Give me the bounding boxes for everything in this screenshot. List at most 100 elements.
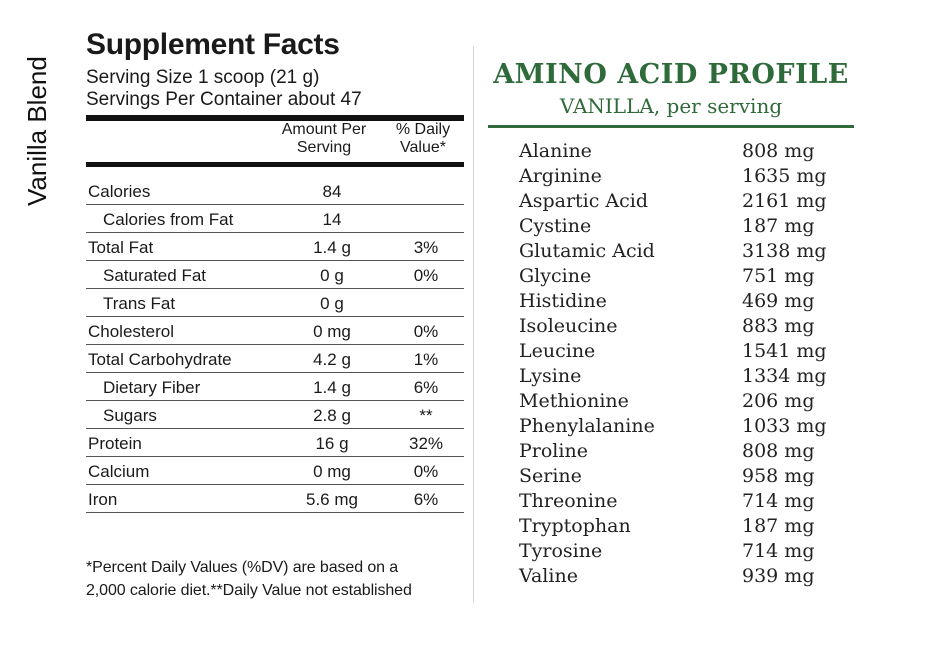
amino-title-rule (488, 125, 854, 128)
facts-row-calories-from-fat: Calories from Fat 14 (86, 205, 464, 233)
facts-row-calcium: Calcium 0 mg 0% (86, 457, 464, 485)
facts-row-iron: Iron 5.6 mg 6% (86, 485, 464, 513)
facts-row-total-carbohydrate: Total Carbohydrate 4.2 g 1% (86, 345, 464, 373)
amino-name: Tryptophan (519, 515, 631, 537)
nutrient-amount: 84 (322, 182, 342, 201)
amino-value: 1334 mg (742, 365, 827, 387)
footnote-line-1: *Percent Daily Values (%DV) are based on… (86, 559, 399, 576)
amino-row-aspartic-acid: Aspartic Acid 2161 mg (488, 189, 854, 214)
amino-name: Tyrosine (519, 540, 603, 562)
supplement-facts-title: Supplement Facts (86, 28, 340, 61)
amino-value: 2161 mg (742, 190, 827, 212)
nutrient-dv: 3% (413, 238, 439, 257)
nutrient-dv: 0% (413, 462, 439, 481)
nutrient-dv: 32% (408, 434, 444, 453)
amino-value: 1635 mg (742, 165, 827, 187)
amino-value: 187 mg (742, 215, 815, 237)
amino-name: Aspartic Acid (519, 190, 649, 212)
nutrient-amount: 4.2 g (313, 350, 351, 369)
amino-name: Lysine (519, 365, 582, 387)
amino-value: 939 mg (742, 565, 815, 587)
facts-row-protein: Protein 16 g 32% (86, 429, 464, 457)
amino-row-glutamic-acid: Glutamic Acid 3138 mg (488, 239, 854, 264)
nutrient-dv: ** (419, 406, 433, 425)
amino-name: Isoleucine (519, 315, 618, 337)
amino-acid-title: AMINO ACID PROFILE (493, 59, 849, 90)
amino-acid-subtitle: VANILLA, per serving (559, 94, 783, 118)
thick-divider-2 (86, 162, 464, 167)
nutrient-name: Saturated Fat (103, 266, 207, 285)
amino-name: Arginine (519, 165, 602, 187)
amino-row-tryptophan: Tryptophan 187 mg (488, 514, 854, 539)
facts-row-cholesterol: Cholesterol 0 mg 0% (86, 317, 464, 345)
serving-info: Serving Size 1 scoop (21 g) Servings Per… (86, 67, 464, 111)
amino-row-histidine: Histidine 469 mg (488, 289, 854, 314)
amino-row-valine: Valine 939 mg (488, 564, 854, 589)
amino-name: Cystine (519, 215, 592, 237)
amino-row-alanine: Alanine 808 mg (488, 139, 854, 164)
nutrient-dv: 0% (413, 322, 439, 341)
side-label-vanilla-blend: Vanilla Blend (22, 56, 52, 206)
daily-value-footnote: *Percent Daily Values (%DV) are based on… (86, 556, 464, 602)
amino-name: Leucine (519, 340, 596, 362)
amino-value: 958 mg (742, 465, 815, 487)
amino-name: Histidine (519, 290, 607, 312)
amino-value: 1541 mg (742, 340, 827, 362)
nutrient-amount: 5.6 mg (306, 490, 358, 509)
amino-row-methionine: Methionine 206 mg (488, 389, 854, 414)
amino-row-lysine: Lysine 1334 mg (488, 364, 854, 389)
nutrient-name: Total Carbohydrate (88, 350, 232, 369)
nutrient-amount: 0 g (320, 294, 344, 313)
amino-name: Serine (519, 465, 582, 487)
nutrient-dv: 6% (413, 490, 439, 509)
nutrient-amount: 1.4 g (313, 378, 351, 397)
nutrient-amount: 16 g (315, 434, 349, 453)
amino-value: 1033 mg (742, 415, 827, 437)
amino-name: Methionine (519, 390, 629, 412)
amino-acid-profile-panel: AMINO ACID PROFILE VANILLA, per serving … (488, 56, 854, 589)
amino-name: Phenylalanine (519, 415, 655, 437)
nutrient-amount: 0 mg (313, 322, 351, 341)
amino-value: 469 mg (742, 290, 815, 312)
amino-row-leucine: Leucine 1541 mg (488, 339, 854, 364)
facts-row-dietary-fiber: Dietary Fiber 1.4 g 6% (86, 373, 464, 401)
nutrient-name: Calories (88, 182, 151, 201)
nutrient-name: Dietary Fiber (103, 378, 201, 397)
amino-name: Valine (519, 565, 578, 587)
amino-value: 206 mg (742, 390, 815, 412)
nutrient-amount: 0 mg (313, 462, 351, 481)
servings-per-container: Servings Per Container about 47 (86, 89, 362, 110)
nutrient-name: Protein (88, 434, 142, 453)
amino-row-proline: Proline 808 mg (488, 439, 854, 464)
thick-divider (86, 115, 464, 121)
nutrient-name: Calories from Fat (103, 210, 234, 229)
serving-size: Serving Size 1 scoop (21 g) (86, 67, 320, 88)
nutrient-name: Trans Fat (103, 294, 176, 313)
amino-name: Threonine (519, 490, 618, 512)
nutrient-name: Calcium (88, 462, 150, 481)
amino-row-serine: Serine 958 mg (488, 464, 854, 489)
facts-row-sugars: Sugars 2.8 g ** (86, 401, 464, 429)
nutrient-dv: 6% (413, 378, 439, 397)
amino-value: 187 mg (742, 515, 815, 537)
amino-row-isoleucine: Isoleucine 883 mg (488, 314, 854, 339)
nutrient-name: Iron (88, 490, 118, 509)
amino-value: 3138 mg (742, 240, 827, 262)
amount-per-serving-header: Amount Per Serving (281, 121, 367, 156)
daily-value-header: % Daily Value* (395, 121, 451, 156)
nutrient-amount: 14 (322, 210, 342, 229)
supplement-facts-panel: Supplement Facts Serving Size 1 scoop (2… (86, 28, 464, 602)
facts-column-header: Amount Per Serving % Daily Value* (86, 121, 464, 161)
amino-value: 808 mg (742, 440, 815, 462)
facts-row-trans-fat: Trans Fat 0 g (86, 289, 464, 317)
amino-value: 808 mg (742, 140, 815, 162)
nutrient-amount: 0 g (320, 266, 344, 285)
nutrient-name: Sugars (103, 406, 157, 425)
amino-acid-list: Alanine 808 mg Arginine 1635 mg Aspartic A… (488, 139, 854, 589)
nutrient-amount: 1.4 g (313, 238, 351, 257)
amino-value: 714 mg (742, 540, 815, 562)
footnote-line-2: 2,000 calorie diet.**Daily Value not est… (86, 582, 412, 599)
amino-row-cystine: Cystine 187 mg (488, 214, 854, 239)
facts-row-calories: Calories 84 (86, 177, 464, 205)
facts-row-total-fat: Total Fat 1.4 g 3% (86, 233, 464, 261)
